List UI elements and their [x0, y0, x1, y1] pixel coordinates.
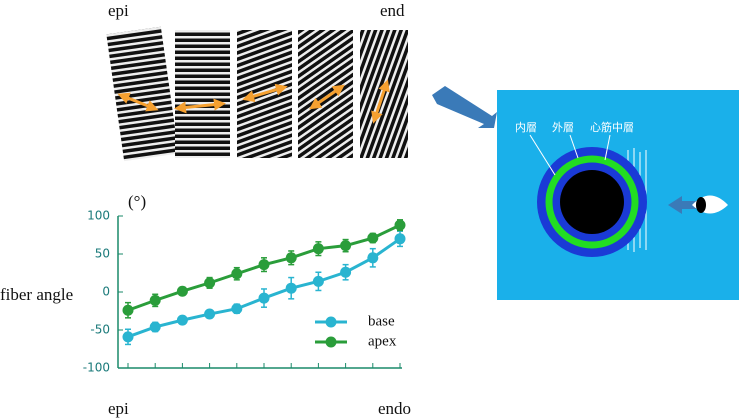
point: [340, 266, 352, 278]
y-tick-label: 50: [95, 247, 110, 261]
point: [176, 314, 188, 326]
arrow: [432, 86, 497, 128]
image-label: end: [380, 1, 405, 20]
y-tick-label: 0: [102, 285, 110, 299]
y-tick-label: 100: [87, 209, 110, 223]
point: [204, 277, 216, 289]
point: [122, 304, 134, 316]
y-tick-label: -50: [90, 323, 110, 337]
panel: [360, 30, 408, 158]
point: [258, 292, 270, 304]
legend-marker: [325, 316, 337, 328]
point: [394, 219, 406, 231]
x-tick-label: endo: [378, 399, 411, 418]
point: [285, 282, 297, 294]
point: [122, 331, 134, 343]
point: [204, 308, 216, 320]
point: [312, 243, 324, 255]
point: [149, 294, 161, 306]
point: [285, 252, 297, 264]
point: [367, 252, 379, 264]
legend-label: base: [368, 313, 395, 329]
micrographs: epi end: [106, 1, 408, 162]
image-label: epi: [108, 1, 129, 20]
y-unit: (°): [128, 192, 146, 211]
point: [231, 268, 243, 280]
point: [258, 259, 270, 271]
y-axis-label: fiber angle: [0, 285, 73, 304]
point: [367, 232, 379, 244]
point: [312, 275, 324, 287]
series-line: [127, 237, 401, 339]
diagram-label: 内層: [515, 120, 537, 134]
y-tick-label: -100: [83, 361, 110, 375]
point: [149, 321, 161, 333]
point: [176, 285, 188, 297]
diagram: 内層 外層 心筋中層: [497, 90, 739, 300]
legend-marker: [325, 336, 337, 348]
x-tick-label: epi: [108, 399, 129, 418]
point: [231, 303, 243, 315]
diagram-label: 外層: [552, 121, 574, 134]
point: [394, 233, 406, 245]
diagram-label: 心筋中層: [590, 120, 634, 134]
panel: [175, 30, 230, 158]
legend-label: apex: [368, 333, 397, 349]
point: [340, 240, 352, 252]
